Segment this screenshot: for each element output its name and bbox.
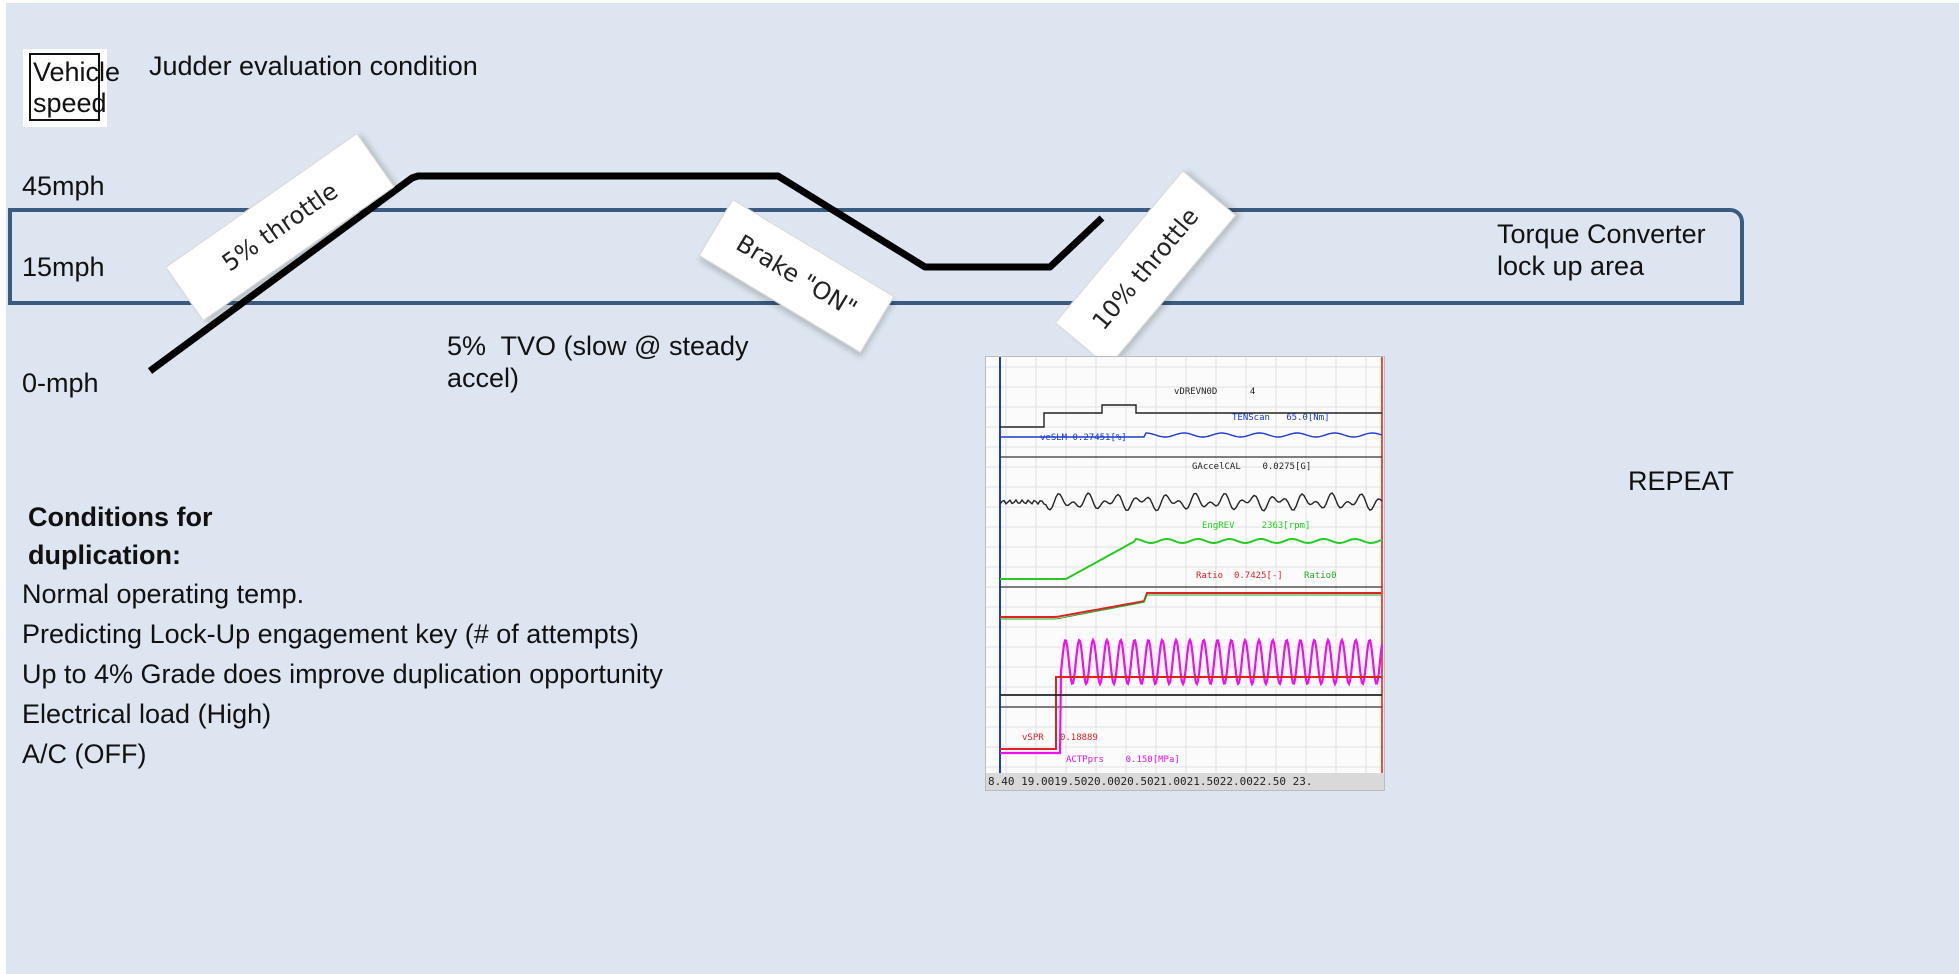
scope-label-tenscan: TENScan 65.0[Nm] — [1232, 413, 1330, 423]
scope-trace-vdrevn0d — [1000, 404, 1382, 428]
y-axis-label: Vehicle speed — [29, 53, 120, 122]
scope-trace-tenscan — [1000, 432, 1383, 438]
diagram-title: Judder evaluation condition — [149, 51, 478, 81]
condition-item: Predicting Lock-Up engagement key (# of … — [22, 619, 639, 649]
scope-trace-engrev — [1000, 537, 1383, 580]
speed-level-0: 0-mph — [22, 368, 99, 398]
scope-time-axis: 8.40 19.0019.5020.0020.5021.0021.5022.00… — [986, 773, 1384, 790]
conditions-heading: Conditions for duplication: — [28, 502, 213, 570]
scope-traces — [986, 357, 1384, 773]
lockup-area-label: Torque Converter lock up area — [1497, 219, 1706, 282]
scope-trace-gaccelcal — [999, 492, 1383, 512]
scope-label-vspr: vSPR 0.18889 — [1022, 733, 1098, 743]
scope-label-ratio: Ratio 0.7425[-] — [1196, 571, 1283, 581]
scope-trace-ratio — [1000, 592, 1381, 618]
scope-trace-ratio0 — [1000, 594, 1381, 620]
scope-label-gaccelcal: GAccelCAL 0.0275[G] — [1192, 462, 1312, 472]
scope-capture-image: vDREVN0D 4 TENScan 65.0[Nm] veSLM 0.2745… — [985, 356, 1385, 791]
conditions-block: Conditions for duplication: Normal opera… — [22, 498, 663, 774]
scope-label-actpprs: ACTPprs 0.150[MPa] — [1066, 755, 1180, 765]
speed-level-45: 45mph — [22, 171, 105, 201]
scope-label-vdrevn0d: vDREVN0D 4 — [1174, 387, 1256, 397]
condition-item: Electrical load (High) — [22, 699, 272, 729]
condition-item: Up to 4% Grade does improve duplication … — [22, 659, 663, 689]
condition-item: Normal operating temp. — [22, 579, 305, 609]
scope-trace-actpprs — [1000, 637, 1384, 755]
scope-label-veslm: veSLM 0.27451[%] — [1040, 433, 1127, 443]
condition-item: A/C (OFF) — [22, 739, 147, 769]
repeat-label: REPEAT — [1628, 466, 1735, 496]
y-axis-label-box: Vehicle speed — [23, 49, 120, 127]
scope-trace-vspr — [1000, 676, 1382, 750]
tvo-note: 5% TVO (slow @ steady accel) — [447, 331, 749, 394]
scope-label-ratio0: Ratio0 — [1304, 571, 1337, 581]
scope-label-engrev: EngREV 2363[rpm] — [1202, 521, 1311, 531]
speed-level-15: 15mph — [22, 252, 105, 282]
